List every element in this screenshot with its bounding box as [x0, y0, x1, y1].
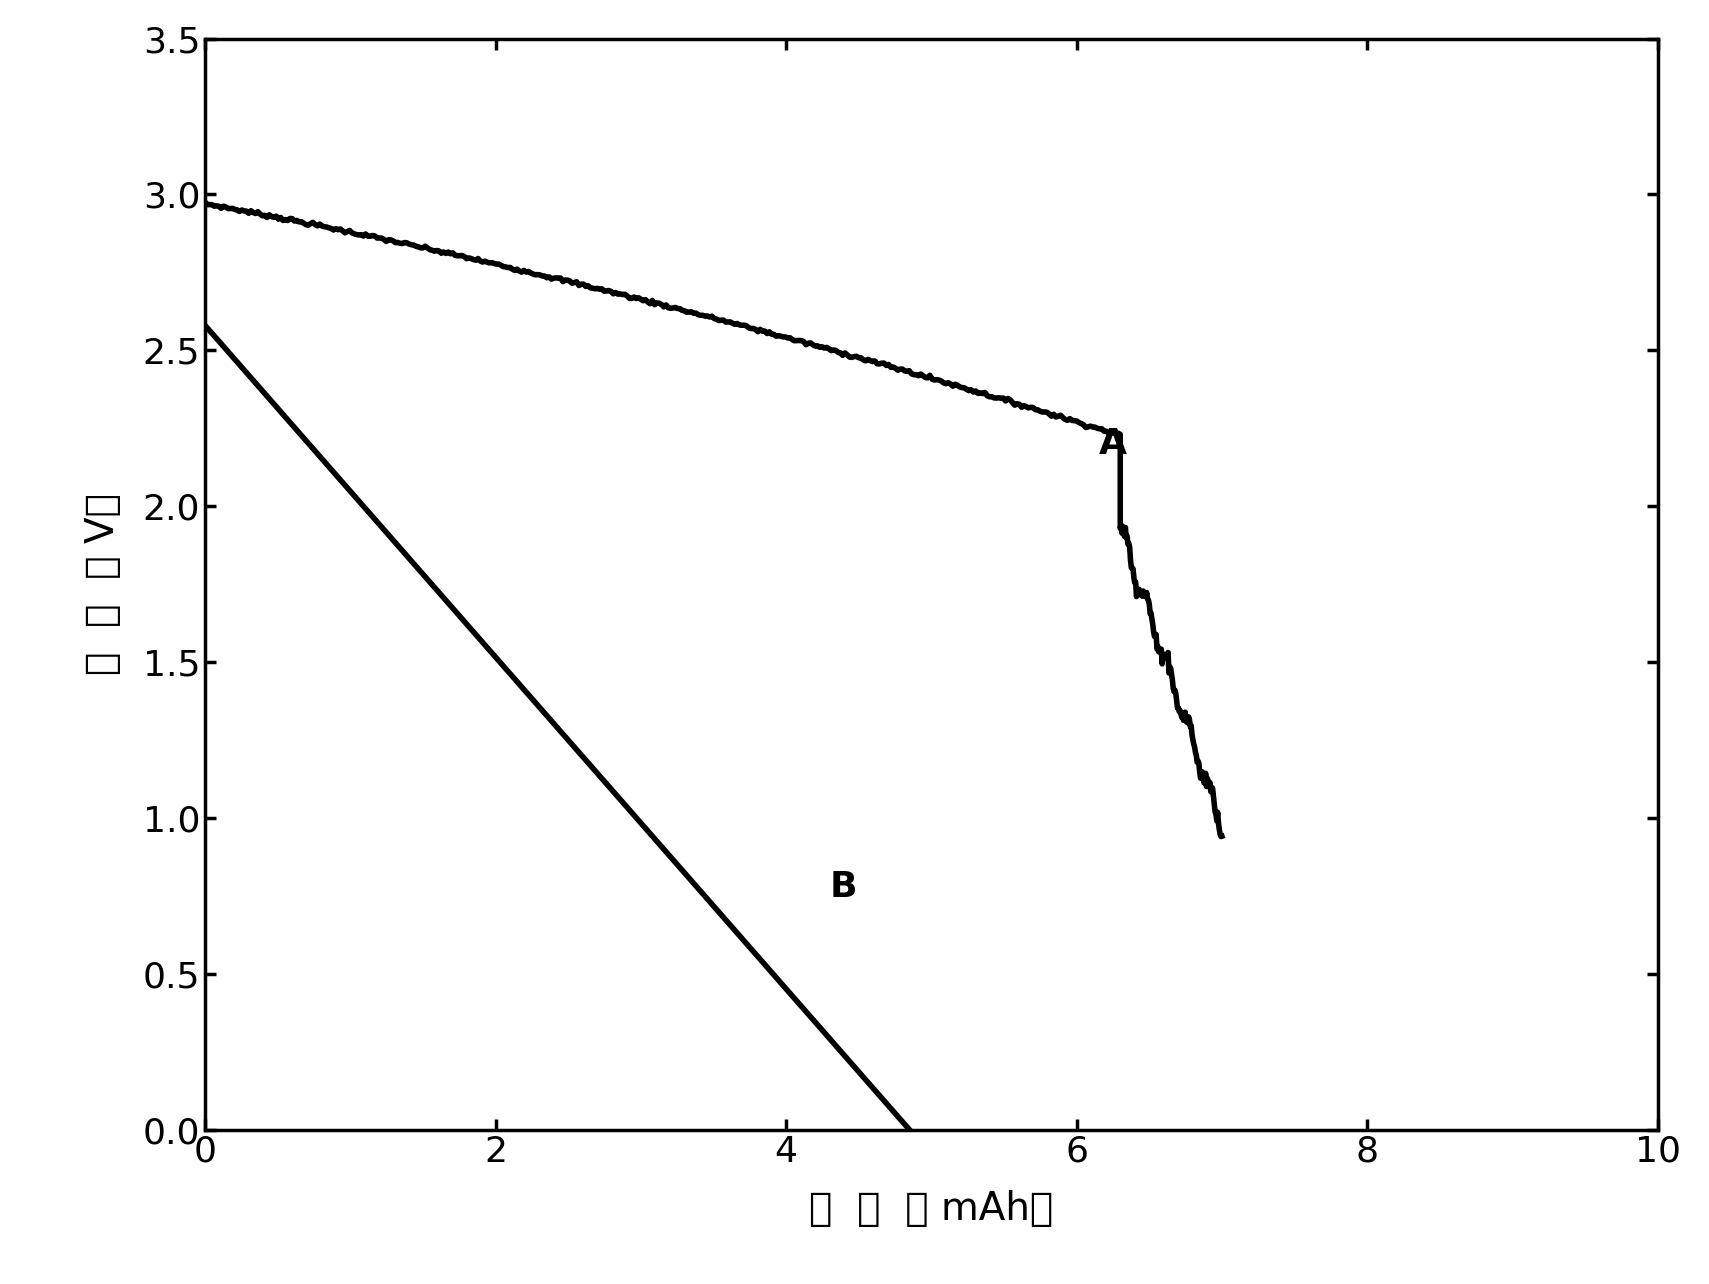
Y-axis label: 电  压  （ V）: 电 压 （ V） — [84, 493, 121, 675]
Text: B: B — [831, 869, 858, 904]
Text: A: A — [1099, 426, 1126, 461]
X-axis label: 容  量  （ mAh）: 容 量 （ mAh） — [810, 1189, 1053, 1228]
